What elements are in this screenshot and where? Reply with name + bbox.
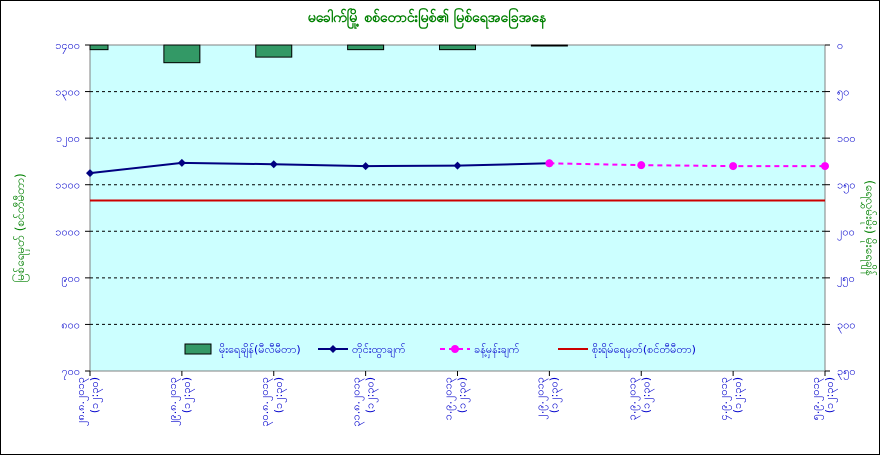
x-tick-time: (၁၂:၃၀) xyxy=(547,377,562,413)
x-tick-label: ၁.၉.၂၀၁၃ (၁၂:၃၀) xyxy=(442,377,471,420)
x-tick-label: ၃၀.၈.၂၀၁၃ (၁၂:၃၀) xyxy=(258,377,287,427)
gridlines xyxy=(90,91,825,325)
right-tick-label: ၅၀ xyxy=(837,86,849,101)
left-tick-label: ၉၀၀ xyxy=(61,272,80,287)
left-tick-label: ၁၁၀၀ xyxy=(55,179,80,192)
x-tick-time: (၁၂:၃၀) xyxy=(364,377,379,413)
legend-label: မိုးရေချိန်(မီလီမီတာ) xyxy=(219,343,301,358)
x-tick-time: (၁၂:၃၀) xyxy=(456,377,471,413)
legend: မိုးရေချိန်(မီလီမီတာ) တိုင်းထွာချက် ခန့်မှ… xyxy=(184,343,696,358)
left-tick-label: ၁၄၀၀ xyxy=(55,39,80,54)
right-tick-label: ၃၀၀ xyxy=(837,318,856,333)
forecast-point xyxy=(637,161,646,170)
observed-point xyxy=(269,160,278,169)
legend-marker-diamond xyxy=(329,345,337,353)
observed-point xyxy=(361,162,370,171)
x-tick-time: (၁၂:၃၀) xyxy=(731,377,746,413)
rainfall-bar xyxy=(347,44,385,51)
right-tick-label: ၁၀၀ xyxy=(837,132,856,145)
x-tick-date: ၂၈.၈.၂၀၁၃ xyxy=(74,377,89,426)
x-tick-date: ၃၀.၈.၂၀၁၃ xyxy=(258,377,273,427)
left-tick-label: ၁၀၀၀ xyxy=(55,225,80,238)
x-tick-label: ၂၉.၈.၂၀၁၃ (၁၂:၃၀) xyxy=(166,377,195,426)
x-tick-date: ၄.၉.၂၀၁၃ xyxy=(717,377,732,420)
x-tick-label: ၃၁.၈.၂၀၁၃ (၁၂:၃၀) xyxy=(350,377,379,427)
x-tick-date: ၃.၉.၂၀၁၃ xyxy=(625,377,640,420)
x-tick-label: ၄.၉.၂၀၁၃ (၁၂:၃၀) xyxy=(717,377,746,420)
left-tick-label: ၇၀၀ xyxy=(61,365,80,380)
observed-point xyxy=(86,169,94,178)
chart-title: မခေါက်မြို့ စစ်တောင်းမြစ်၏ မြစ်ရေအခြေအနေ xyxy=(308,8,547,29)
plot-area xyxy=(89,44,826,372)
legend-label: တိုင်းထွာချက် xyxy=(352,343,406,358)
x-tick-time: (၁၂:၃၀) xyxy=(823,377,838,413)
right-tick-label: ၀ xyxy=(837,39,843,52)
rainfall-bar xyxy=(439,44,476,51)
y-axis-left-label: မြစ်ရေမှတ် (စင်တီမီတာ) xyxy=(11,173,30,282)
forecast-point xyxy=(545,159,554,168)
rainfall-bar xyxy=(163,44,201,64)
left-tick-label: ၁၃၀၀ xyxy=(55,86,80,101)
observed-line xyxy=(89,161,550,175)
right-tick-label: ၃၅၀ xyxy=(837,365,856,380)
x-tick-time: (၁၂:၃၀) xyxy=(88,377,103,413)
observed-point xyxy=(453,161,462,170)
rainfall-bar xyxy=(530,44,568,47)
forecast-point xyxy=(821,162,829,171)
rainfall-bar xyxy=(89,44,109,51)
left-tick-label: ၁၂၀၀ xyxy=(56,132,80,147)
legend-swatch-bar xyxy=(184,343,212,355)
x-tick-date: ၂၉.၈.၂၀၁၃ xyxy=(166,377,181,426)
x-tick-date: ၁.၉.၂၀၁၃ xyxy=(442,377,457,420)
x-axis-ticks: ၂၈.၈.၂၀၁၃ (၁၂:၃၀) ၂၉.၈.၂၀၁၃ (၁၂:၃၀) ၃၀.၈.၂၀၁… xyxy=(74,371,838,427)
legend-label: စိုးရိမ်ရေမှတ်(စင်တီမီတာ) xyxy=(592,343,696,358)
right-tick-label: ၂၅၀ xyxy=(837,272,855,287)
left-axis-ticks: ၇၀၀ ၈၀၀ ၉၀၀ ၁၀၀၀ ၁၁၀၀ ၁၂၀၀ ၁၃၀၀ ၁၄၀၀ xyxy=(55,39,90,380)
x-tick-label: ၂.၉.၂၀၁၃ (၁၂:၃၀) xyxy=(533,377,562,420)
y-axis-right-label: (ရေလွှမ်းမိုး) မိုးရေချိန် xyxy=(860,180,878,276)
legend-label: ခန့်မှန်းချက် xyxy=(474,343,520,358)
x-tick-time: (၁၂:၃၀) xyxy=(639,377,654,413)
x-tick-label: ၅.၉.၂၀၁၃ (၁၂:၃၀) xyxy=(809,377,838,420)
x-tick-date: ၃၁.၈.၂၀၁၃ xyxy=(350,377,365,427)
forecast-line xyxy=(549,162,825,168)
legend-marker-circle xyxy=(451,345,459,353)
x-tick-time: (၁၂:၃၀) xyxy=(272,377,287,413)
rainfall-bars xyxy=(89,44,568,64)
observed-point xyxy=(177,158,186,167)
right-tick-label: ၁၅၀ xyxy=(837,179,856,194)
rainfall-bar xyxy=(255,44,293,58)
x-tick-label: ၂၈.၈.၂၀၁၃ (၁၂:၃၀) xyxy=(74,377,103,426)
left-tick-label: ၈၀၀ xyxy=(61,318,80,331)
x-tick-label: ၃.၉.၂၀၁၃ (၁၂:၃၀) xyxy=(625,377,654,420)
x-tick-date: ၂.၉.၂၀၁၃ xyxy=(533,377,548,420)
forecast-point xyxy=(729,162,738,171)
right-tick-label: ၂၀၀ xyxy=(837,225,855,240)
x-tick-date: ၅.၉.၂၀၁၃ xyxy=(809,377,824,420)
x-tick-time: (၁၂:၃၀) xyxy=(180,377,195,413)
series-lines xyxy=(86,158,829,202)
